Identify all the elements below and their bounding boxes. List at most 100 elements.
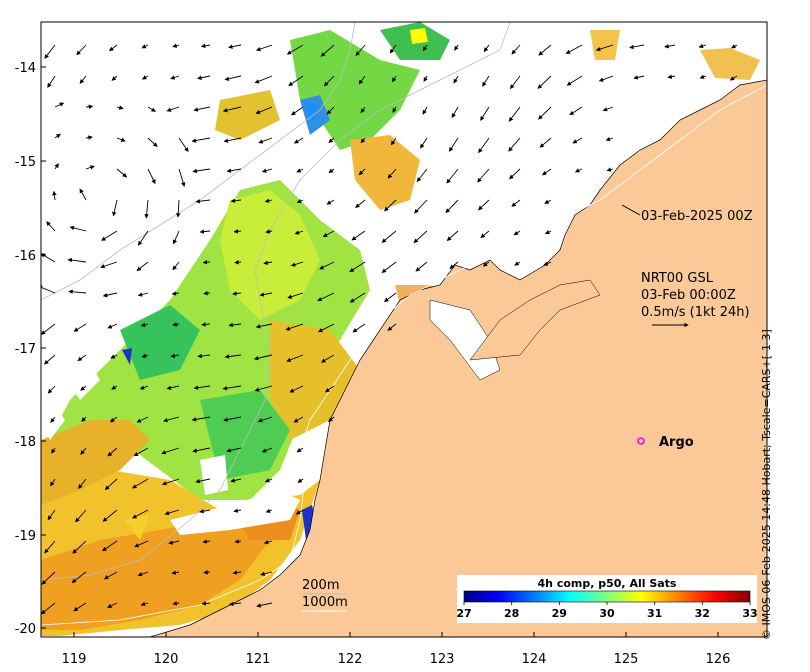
- current-vector: [381, 230, 397, 243]
- lon-tick-label: 124: [522, 652, 547, 667]
- colorbar-title: 4h comp, p50, All Sats: [538, 577, 677, 590]
- current-vector: [602, 106, 614, 112]
- current-vector: [228, 44, 242, 49]
- current-vector: [415, 261, 428, 272]
- current-vector: [384, 292, 397, 303]
- current-vector: [320, 354, 335, 363]
- current-vector: [228, 322, 242, 328]
- current-vector: [480, 230, 490, 238]
- current-vector: [295, 509, 304, 515]
- current-vector: [258, 137, 273, 144]
- current-vector: [136, 416, 149, 423]
- current-vector: [203, 570, 211, 575]
- current-vector: [171, 291, 180, 296]
- current-vector: [629, 44, 645, 50]
- product-time-label: 03-Feb 00:00Z: [641, 288, 736, 303]
- current-vector: [360, 106, 366, 114]
- current-vector: [139, 385, 149, 390]
- current-vector: [175, 199, 181, 218]
- current-vector: [78, 478, 87, 489]
- current-vector: [566, 75, 583, 86]
- current-vector: [387, 323, 397, 331]
- current-vector: [265, 229, 273, 234]
- current-vector: [172, 230, 180, 245]
- current-vector: [232, 291, 242, 296]
- current-vector: [254, 75, 273, 84]
- current-vectors: [41, 43, 738, 615]
- current-vector: [44, 44, 56, 59]
- current-vector: [172, 261, 180, 271]
- current-vector: [111, 385, 118, 390]
- current-vector: [109, 416, 118, 423]
- current-vector: [102, 540, 118, 552]
- current-vector: [538, 106, 552, 120]
- lon-tick-label: 122: [338, 652, 363, 667]
- current-vector: [226, 168, 242, 173]
- current-vector: [317, 323, 335, 333]
- current-vector: [381, 261, 397, 273]
- current-vector: [195, 199, 211, 204]
- current-vector: [161, 447, 180, 455]
- current-vector: [511, 199, 521, 207]
- current-vector: [422, 106, 428, 115]
- isobath-line: [41, 22, 511, 581]
- current-vector: [141, 353, 149, 358]
- current-vector: [224, 75, 242, 81]
- current-vector: [178, 168, 186, 187]
- current-vector: [147, 137, 158, 148]
- current-vector: [478, 137, 490, 154]
- current-vector: [228, 601, 242, 607]
- current-vector: [482, 261, 490, 267]
- current-vector: [41, 571, 56, 585]
- current-vector: [54, 102, 65, 108]
- timestamp-label: 03-Feb-2025 00Z: [641, 209, 753, 224]
- current-vector: [352, 323, 366, 333]
- current-vector: [322, 230, 335, 237]
- current-vector: [80, 385, 87, 391]
- current-vector: [107, 447, 118, 457]
- current-vector: [51, 447, 56, 454]
- current-vector: [731, 44, 738, 49]
- current-vector: [390, 137, 397, 146]
- current-vector: [285, 323, 304, 331]
- current-vector: [191, 137, 211, 143]
- current-vector: [420, 137, 428, 149]
- current-vector: [110, 354, 118, 359]
- current-vector: [698, 43, 707, 49]
- current-vector: [699, 74, 707, 79]
- current-vector: [75, 509, 87, 523]
- current-vector: [508, 137, 521, 152]
- current-vector: [134, 540, 149, 548]
- colorbar-tick: 29: [552, 607, 567, 620]
- current-vector: [81, 416, 87, 422]
- current-vector: [290, 106, 304, 116]
- current-vector: [261, 168, 273, 173]
- current-vector: [263, 260, 273, 266]
- current-vector: [47, 509, 56, 521]
- current-vector: [537, 75, 552, 89]
- current-vector: [423, 75, 428, 82]
- current-vector: [230, 198, 242, 204]
- current-vector: [509, 168, 521, 180]
- current-vector: [255, 323, 273, 329]
- current-vector: [598, 75, 614, 82]
- current-vector: [116, 105, 124, 110]
- current-vector: [202, 260, 211, 265]
- current-vector: [667, 74, 676, 79]
- current-vector: [193, 106, 211, 112]
- current-vector: [606, 167, 614, 172]
- current-vector: [222, 106, 242, 113]
- current-vector: [574, 168, 583, 173]
- colorbar-tick: 33: [742, 607, 757, 620]
- lat-tick-label: -15: [15, 155, 36, 170]
- isobath-200-label: 200m: [302, 578, 339, 593]
- current-vector: [199, 508, 211, 514]
- current-vector: [391, 75, 397, 83]
- current-vector: [349, 261, 366, 273]
- current-vector: [413, 230, 428, 244]
- current-vector: [416, 168, 428, 182]
- current-vector: [286, 44, 304, 55]
- current-vector: [107, 602, 118, 608]
- current-vector: [163, 416, 180, 423]
- lat-tick-label: -18: [15, 435, 36, 450]
